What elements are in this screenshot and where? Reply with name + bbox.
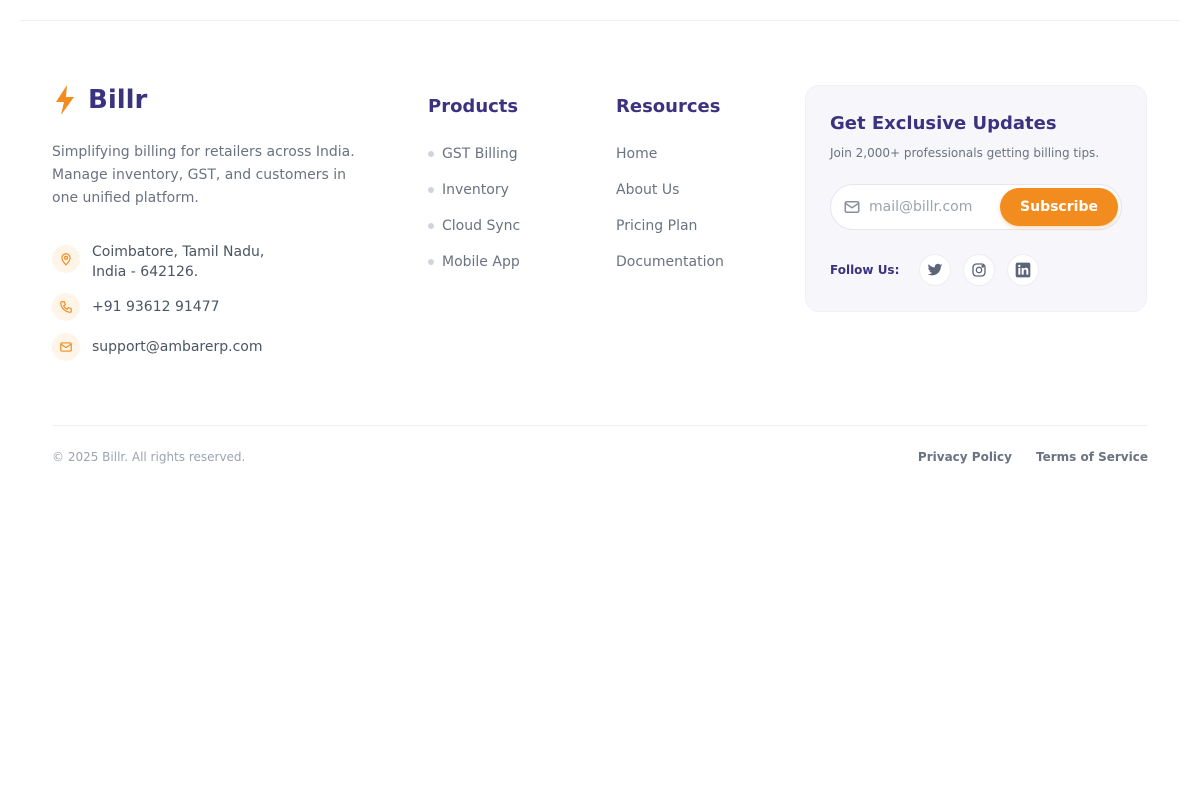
instagram-link[interactable]	[963, 254, 996, 286]
newsletter-subtitle: Join 2,000+ professionals getting billin…	[830, 146, 1100, 160]
mail-icon	[844, 201, 860, 213]
link-label: Inventory	[442, 182, 509, 198]
copyright: © 2025 Billr. All rights reserved.	[52, 450, 246, 464]
resource-link[interactable]: Home	[616, 146, 658, 162]
phone-number: +91 93612 91477	[92, 299, 220, 315]
subscribe-button[interactable]: Subscribe	[1000, 188, 1118, 226]
bullet-icon	[428, 259, 434, 265]
brand-description: Simplifying billing for retailers across…	[52, 144, 355, 206]
mail-icon	[52, 333, 80, 361]
newsletter-card: Get Exclusive Updates Join 2,000+ profes…	[805, 85, 1147, 312]
resources-heading: Resources	[616, 96, 721, 117]
phone-icon	[52, 293, 80, 321]
resource-link[interactable]: Documentation	[616, 254, 724, 270]
location-pin-icon	[52, 245, 80, 273]
subscribe-form: Subscribe	[830, 184, 1122, 230]
privacy-policy-link[interactable]: Privacy Policy	[917, 450, 1012, 464]
linkedin-icon	[1016, 262, 1031, 278]
address-line-2: India - 642126.	[92, 264, 199, 280]
bullet-icon	[428, 151, 434, 157]
bullet-icon	[428, 223, 434, 229]
brand-logo[interactable]: Billr	[52, 84, 147, 116]
contact-email[interactable]: support@ambarerp.com	[52, 333, 263, 361]
instagram-icon	[972, 263, 987, 277]
link-label: GST Billing	[442, 146, 518, 162]
email-input[interactable]	[869, 199, 1000, 215]
follow-label: Follow Us:	[830, 263, 900, 277]
bullet-icon	[428, 187, 434, 193]
bolt-icon	[56, 85, 74, 115]
products-column: Products GST Billing Inventory Cloud Syn…	[428, 96, 520, 280]
resource-link[interactable]: Pricing Plan	[616, 218, 698, 234]
legal-links: Privacy Policy Terms of Service	[918, 450, 1148, 464]
product-link[interactable]: Cloud Sync	[428, 208, 520, 244]
linkedin-link[interactable]	[1007, 254, 1040, 286]
social-links: Follow Us:	[830, 254, 1122, 286]
footer-divider	[52, 425, 1148, 426]
top-divider	[20, 20, 1180, 21]
newsletter-title: Get Exclusive Updates	[830, 113, 1057, 134]
brand-name: Billr	[88, 85, 148, 115]
product-link[interactable]: GST Billing	[428, 136, 520, 172]
product-link[interactable]: Mobile App	[428, 244, 520, 280]
twitter-link[interactable]	[919, 254, 952, 286]
link-label: Mobile App	[442, 254, 520, 270]
address-line-1: Coimbatore, Tamil Nadu,	[92, 244, 265, 260]
resources-column: Resources Home About Us Pricing Plan Doc…	[616, 96, 724, 280]
twitter-icon	[928, 263, 943, 276]
resource-link[interactable]: About Us	[616, 182, 680, 198]
contact-phone[interactable]: +91 93612 91477	[52, 293, 220, 321]
product-link[interactable]: Inventory	[428, 172, 520, 208]
link-label: Cloud Sync	[442, 218, 521, 234]
contact-address: Coimbatore, Tamil Nadu, India - 642126.	[52, 242, 264, 282]
products-heading: Products	[428, 96, 519, 117]
terms-of-service-link[interactable]: Terms of Service	[1035, 450, 1148, 464]
email-address: support@ambarerp.com	[92, 339, 263, 355]
